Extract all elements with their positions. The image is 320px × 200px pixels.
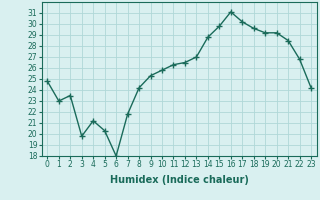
X-axis label: Humidex (Indice chaleur): Humidex (Indice chaleur) xyxy=(110,175,249,185)
